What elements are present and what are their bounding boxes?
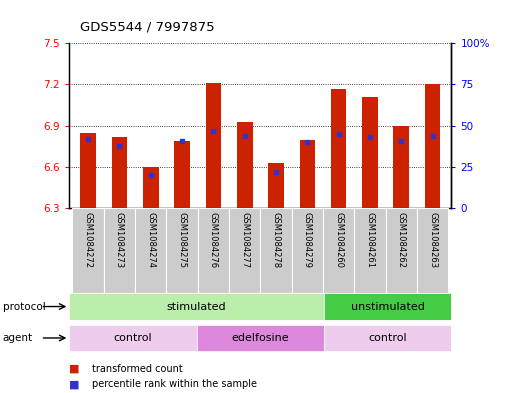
Bar [174,141,190,208]
Text: protocol: protocol [3,301,45,312]
Text: GSM1084279: GSM1084279 [303,212,312,268]
Text: GSM1084262: GSM1084262 [397,212,406,268]
Text: transformed count: transformed count [92,364,183,374]
Text: ■: ■ [69,364,80,374]
FancyBboxPatch shape [196,325,324,351]
Text: GSM1084263: GSM1084263 [428,212,437,268]
FancyBboxPatch shape [72,208,104,293]
FancyBboxPatch shape [417,208,448,293]
Text: edelfosine: edelfosine [231,333,289,343]
FancyBboxPatch shape [104,208,135,293]
Text: ■: ■ [69,379,80,389]
FancyBboxPatch shape [324,293,451,320]
Bar [425,84,441,208]
FancyBboxPatch shape [261,208,292,293]
Bar [111,137,127,208]
Bar [300,140,315,208]
Bar [143,167,159,208]
FancyBboxPatch shape [324,325,451,351]
Text: unstimulated: unstimulated [351,301,425,312]
FancyBboxPatch shape [354,208,386,293]
FancyBboxPatch shape [198,208,229,293]
Text: GSM1084272: GSM1084272 [84,212,92,268]
Text: GSM1084275: GSM1084275 [177,212,187,268]
FancyBboxPatch shape [323,208,354,293]
FancyBboxPatch shape [229,208,261,293]
FancyBboxPatch shape [292,208,323,293]
Text: GSM1084273: GSM1084273 [115,212,124,268]
Text: GSM1084274: GSM1084274 [146,212,155,268]
Bar [362,97,378,208]
FancyBboxPatch shape [69,293,324,320]
Bar [80,132,96,208]
Text: stimulated: stimulated [167,301,226,312]
Bar [268,163,284,208]
Bar [237,121,252,208]
FancyBboxPatch shape [69,325,196,351]
Bar [206,83,221,208]
Text: percentile rank within the sample: percentile rank within the sample [92,379,258,389]
FancyBboxPatch shape [135,208,166,293]
Text: agent: agent [3,333,33,343]
Text: GSM1084261: GSM1084261 [365,212,374,268]
Text: GSM1084278: GSM1084278 [271,212,281,268]
Text: GDS5544 / 7997875: GDS5544 / 7997875 [80,20,214,33]
FancyBboxPatch shape [166,208,198,293]
FancyBboxPatch shape [386,208,417,293]
Text: control: control [114,333,152,343]
Text: GSM1084276: GSM1084276 [209,212,218,268]
Bar [331,88,346,208]
Text: GSM1084277: GSM1084277 [240,212,249,268]
Text: control: control [368,333,407,343]
Bar [393,126,409,208]
Text: GSM1084260: GSM1084260 [334,212,343,268]
